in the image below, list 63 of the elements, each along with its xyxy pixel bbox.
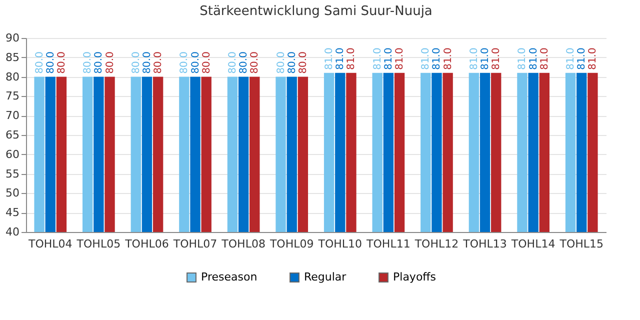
x-tick-label: TOHL07	[172, 238, 218, 250]
data-label: 80.0	[286, 52, 298, 74]
data-label: 80.0	[298, 52, 309, 74]
data-label: 81.0	[566, 48, 577, 70]
y-tick-label: 45	[6, 206, 20, 220]
data-label: 81.0	[394, 48, 406, 70]
y-tick-label: 90	[6, 32, 20, 44]
x-tick-label: TOHL11	[366, 238, 410, 250]
x-tick-label: TOHL15	[558, 238, 604, 250]
x-tick-label: TOHL05	[76, 238, 121, 250]
data-label: 80.0	[34, 52, 46, 74]
data-label: 80.0	[82, 52, 94, 74]
legend-label: Playoffs	[393, 270, 436, 284]
data-label: 81.0	[468, 48, 480, 70]
data-label: 80.0	[227, 52, 238, 74]
y-tick-label: 55	[6, 167, 20, 180]
legend-label: Regular	[304, 270, 347, 284]
data-label: 80.0	[250, 52, 261, 74]
y-tick-label: 50	[6, 186, 20, 200]
y-tick-label: 65	[6, 128, 20, 142]
y-tick-label: 85	[6, 50, 20, 64]
data-label: 80.0	[94, 52, 105, 74]
data-label: 81.0	[491, 48, 502, 70]
data-label: 80.0	[238, 52, 250, 74]
data-label: 81.0	[432, 48, 443, 70]
data-label: 80.0	[104, 52, 116, 74]
y-tick-label: 80	[6, 70, 20, 84]
data-label: 81.0	[420, 48, 432, 70]
data-label: 80.0	[190, 52, 202, 74]
data-label: 80.0	[179, 52, 190, 74]
data-label: 80.0	[130, 52, 142, 74]
data-label: 81.0	[383, 48, 394, 70]
data-label: 80.0	[142, 52, 153, 74]
data-label: 80.0	[153, 52, 164, 74]
data-label: 81.0	[517, 48, 528, 70]
legend-label: Preseason	[201, 270, 258, 284]
data-label: 81.0	[324, 48, 336, 70]
data-label: 80.0	[45, 52, 56, 74]
chart-title: Stärkeentwicklung Sami Suur-Nuuja	[200, 4, 432, 19]
x-tick-label: TOHL13	[462, 238, 507, 250]
x-tick-label: TOHL08	[220, 238, 266, 250]
y-tick-label: 75	[6, 90, 20, 103]
x-tick-label: TOHL12	[414, 238, 459, 250]
data-label: 81.0	[588, 48, 599, 70]
data-label: 81.0	[528, 48, 540, 70]
x-tick-label: TOHL04	[27, 238, 72, 250]
data-label: 81.0	[480, 48, 492, 70]
data-label: 80.0	[276, 52, 287, 74]
x-tick-label: TOHL10	[317, 238, 362, 250]
data-label: 80.0	[56, 52, 68, 74]
data-label: 81.0	[372, 48, 384, 70]
data-label: 81.0	[576, 48, 588, 70]
data-label: 81.0	[442, 48, 454, 70]
data-label: 81.0	[539, 48, 550, 70]
data-label: 80.0	[201, 52, 212, 74]
y-tick-label: 40	[6, 226, 20, 238]
x-tick-label: TOHL09	[268, 238, 314, 250]
x-tick-label: TOHL06	[124, 238, 169, 250]
data-label: 81.0	[335, 48, 346, 70]
y-tick-label: 60	[6, 148, 20, 161]
y-tick-label: 70	[6, 109, 20, 122]
data-label: 81.0	[346, 48, 358, 70]
x-tick-label: TOHL14	[510, 238, 556, 250]
